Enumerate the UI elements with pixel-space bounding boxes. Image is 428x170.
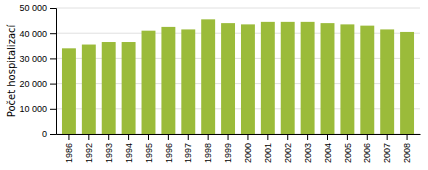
bar xyxy=(102,42,116,134)
bar xyxy=(181,29,195,134)
x-tick-label: 2008 xyxy=(402,143,412,163)
bar xyxy=(221,23,235,134)
x-tick: 2003 xyxy=(303,134,313,163)
x-tick: 2005 xyxy=(343,134,353,163)
x-tick-label: 1994 xyxy=(124,143,134,163)
bar xyxy=(301,22,315,134)
x-tick-mark xyxy=(128,134,129,140)
x-tick-label: 1997 xyxy=(183,143,193,163)
bar xyxy=(400,32,414,134)
x-tick-label: 1996 xyxy=(164,143,174,163)
bar xyxy=(142,31,156,134)
x-tick: 1999 xyxy=(223,134,233,163)
x-tick-mark xyxy=(188,134,189,140)
x-tick: 2000 xyxy=(243,134,253,163)
x-tick-mark xyxy=(287,134,288,140)
x-tick: 1995 xyxy=(144,134,154,163)
x-tick-mark xyxy=(307,134,308,140)
bar xyxy=(281,22,295,134)
x-tick-label: 2004 xyxy=(323,143,333,163)
x-tick-label: 2007 xyxy=(382,143,392,163)
x-tick-mark xyxy=(247,134,248,140)
x-tick: 2004 xyxy=(323,134,333,163)
y-tick: 30 000 xyxy=(19,54,56,64)
y-axis-line xyxy=(50,9,57,135)
bar xyxy=(321,23,335,134)
x-tick-label: 2003 xyxy=(303,143,313,163)
grid-line xyxy=(56,8,420,9)
x-tick-label: 2001 xyxy=(263,143,273,163)
x-tick-label: 1986 xyxy=(64,143,74,163)
bar xyxy=(62,48,76,134)
x-tick-mark xyxy=(68,134,69,140)
x-tick-mark xyxy=(367,134,368,140)
x-axis-line xyxy=(57,134,421,135)
bar xyxy=(241,24,255,134)
x-tick: 1992 xyxy=(84,134,94,163)
y-tick: 40 000 xyxy=(19,29,56,39)
bar xyxy=(122,42,136,134)
x-tick-label: 2005 xyxy=(343,143,353,163)
bar xyxy=(201,19,215,134)
y-tick-label: 40 000 xyxy=(19,29,47,39)
x-tick-mark xyxy=(148,134,149,140)
x-tick-label: 1995 xyxy=(144,143,154,163)
x-tick-mark xyxy=(168,134,169,140)
grid xyxy=(56,8,420,134)
y-tick-label: 30 000 xyxy=(19,54,47,64)
bar xyxy=(360,26,374,134)
x-tick: 2006 xyxy=(362,134,372,163)
x-axis: 1986 1992 1993 1994 1995 1996 1997 1998 1999 2000… xyxy=(57,134,421,163)
y-tick-label: 20 000 xyxy=(19,79,47,89)
x-tick-label: 1998 xyxy=(203,143,213,163)
y-tick: 20 000 xyxy=(19,79,56,89)
x-tick-mark xyxy=(387,134,388,140)
y-tick-label: 0 xyxy=(42,129,47,139)
bar xyxy=(161,27,175,134)
y-axis: 0 10 000 20 000 30 000 40 000 50 000 xyxy=(19,3,56,139)
x-tick-label: 1993 xyxy=(104,143,114,163)
bar xyxy=(380,29,394,134)
bar xyxy=(340,24,354,134)
y-tick-mark xyxy=(50,58,56,59)
x-tick-mark xyxy=(347,134,348,140)
y-tick-mark xyxy=(50,84,56,85)
y-tick: 0 xyxy=(42,129,56,139)
y-tick-mark xyxy=(50,134,56,135)
x-tick-mark xyxy=(327,134,328,140)
x-tick-label: 1999 xyxy=(223,143,233,163)
x-tick-mark xyxy=(208,134,209,140)
x-tick: 2008 xyxy=(402,134,412,163)
x-tick: 2002 xyxy=(283,134,293,163)
x-tick-mark xyxy=(108,134,109,140)
y-tick-mark xyxy=(50,109,56,110)
x-tick: 1997 xyxy=(183,134,193,163)
x-tick: 1993 xyxy=(104,134,114,163)
x-tick-mark xyxy=(407,134,408,140)
y-tick-label: 10 000 xyxy=(19,104,47,114)
x-tick: 1986 xyxy=(64,134,74,163)
x-tick-mark xyxy=(228,134,229,140)
x-tick-mark xyxy=(88,134,89,140)
chart: 010 00020 00030 00040 00050 000198619921… xyxy=(0,0,428,170)
x-tick-label: 2002 xyxy=(283,143,293,163)
x-tick-label: 2006 xyxy=(362,143,372,163)
y-tick-label: 50 000 xyxy=(19,3,47,13)
x-tick-label: 1992 xyxy=(84,143,94,163)
x-tick-label: 2000 xyxy=(243,143,253,163)
y-tick-mark xyxy=(50,8,56,9)
x-tick: 2007 xyxy=(382,134,392,163)
bar xyxy=(261,22,275,134)
y-tick-mark xyxy=(50,33,56,34)
x-tick: 1994 xyxy=(124,134,134,163)
x-tick: 2001 xyxy=(263,134,273,163)
bar xyxy=(82,45,96,134)
bars xyxy=(62,19,414,134)
y-axis-title: Počet hospitalizací xyxy=(6,23,17,117)
x-tick: 1996 xyxy=(164,134,174,163)
y-tick: 50 000 xyxy=(19,3,56,13)
x-tick: 1998 xyxy=(203,134,213,163)
y-tick: 10 000 xyxy=(19,104,56,114)
x-tick-mark xyxy=(267,134,268,140)
